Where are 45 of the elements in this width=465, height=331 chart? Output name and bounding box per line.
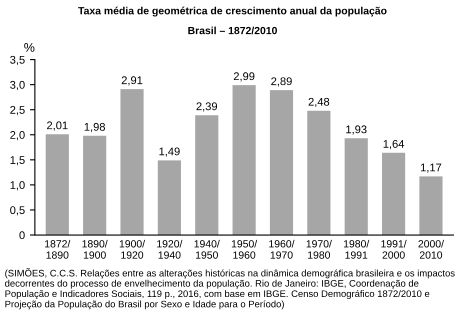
data-label: 2,48 bbox=[308, 98, 330, 108]
y-tick-label: 2,0 bbox=[10, 131, 25, 140]
data-label: 2,89 bbox=[271, 77, 292, 86]
y-tick-label: 1,0 bbox=[10, 181, 25, 190]
bar bbox=[307, 110, 330, 236]
y-tick-label: 2,5 bbox=[10, 106, 25, 116]
x-tick-label: 1872/ 1890 bbox=[45, 240, 70, 259]
bar bbox=[344, 138, 368, 236]
bar bbox=[270, 90, 294, 236]
bar bbox=[419, 176, 443, 236]
x-tick-label: 1950/ 1960 bbox=[232, 240, 258, 259]
x-tick-label: 1991/ 2000 bbox=[381, 240, 407, 259]
y-tick-label: 3,0 bbox=[10, 80, 25, 90]
data-label: 1,49 bbox=[159, 147, 180, 157]
data-label: 2,99 bbox=[234, 72, 254, 82]
bar bbox=[158, 160, 181, 236]
data-label: 1,64 bbox=[384, 140, 404, 150]
x-tick-label: 1980/ 1991 bbox=[344, 240, 370, 259]
x-tick-label: 1970/ 1980 bbox=[306, 240, 332, 259]
bar bbox=[120, 89, 144, 236]
x-tick-label: 2000/ 2010 bbox=[418, 240, 444, 259]
y-tick-label: 3,5 bbox=[10, 56, 25, 66]
bar bbox=[83, 136, 106, 236]
x-tick-label: 1920/ 1940 bbox=[157, 240, 182, 259]
bar bbox=[46, 134, 69, 236]
x-tick-label: 1940/ 1950 bbox=[194, 240, 220, 259]
data-label: 1,17 bbox=[420, 164, 442, 173]
text: (SIMÕES, C.C.S. Relações entre as alterações históricas na dinâmica demográfica brasileira e os impactos decorrentes do processo de envelhecimento da população. Rio de Janeiro: IBGE, Coordenação de População e Indicadores Sociais, 119 p., 2016, com base em IBGE. Censo Demográfico 1872/2010 e Projeção da População do Brasil por Sexo e Idade para o Período) bbox=[5, 268, 455, 310]
chart-subtitle: Brasil – 1872/2010 bbox=[188, 26, 277, 34]
x-tick-label: 1890/ 1900 bbox=[82, 240, 108, 259]
y-tick-label: 1,5 bbox=[10, 156, 25, 166]
x-tick-label: 1900/ 1920 bbox=[120, 240, 146, 259]
x-tick-label: 1960/ 1970 bbox=[269, 240, 295, 259]
bar bbox=[195, 115, 218, 236]
data-label: 2,91 bbox=[122, 76, 142, 86]
y-tick-label: 0,5 bbox=[10, 206, 25, 216]
bar bbox=[232, 85, 256, 236]
data-label: 2,01 bbox=[47, 121, 68, 131]
data-label: 1,98 bbox=[84, 122, 105, 132]
data-label: 1,93 bbox=[346, 125, 367, 135]
data-label: 2,39 bbox=[196, 102, 218, 112]
chart-title: Taxa média de geométrica de crescimento anual da população bbox=[78, 6, 387, 17]
y-axis-title: % bbox=[24, 43, 34, 52]
y-tick-label: 0 bbox=[19, 231, 25, 240]
bar bbox=[382, 152, 406, 236]
